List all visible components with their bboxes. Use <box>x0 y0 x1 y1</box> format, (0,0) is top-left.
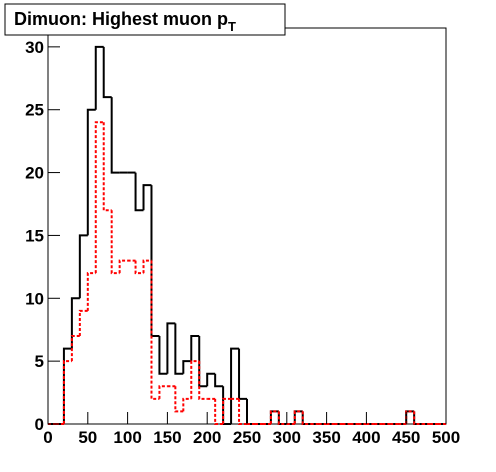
histogram-bin <box>238 348 247 400</box>
title-box <box>4 3 286 36</box>
histogram-bin <box>182 397 192 412</box>
title-subscript: T <box>228 19 236 34</box>
histogram-bin <box>277 411 287 425</box>
histogram-bin <box>222 386 232 425</box>
histogram-bin <box>142 259 152 274</box>
histogram-bin <box>174 386 184 413</box>
histogram-bin <box>70 335 80 362</box>
histogram-bin <box>293 410 303 424</box>
histogram-bin <box>198 361 208 400</box>
y-tick-label: 10 <box>25 289 44 308</box>
histogram-bin <box>62 360 72 424</box>
x-tick-label: 350 <box>312 428 340 447</box>
title-main: Dimuon: Highest muon p <box>14 9 228 29</box>
chart-title: Dimuon: Highest muon pT <box>14 9 236 34</box>
y-tick-label: 20 <box>25 164 44 183</box>
histogram-bin <box>413 411 423 425</box>
x-tick-label: 0 <box>43 428 52 447</box>
histogram-bin <box>214 398 224 425</box>
histogram-bin <box>102 122 112 212</box>
histogram-bin <box>222 397 232 424</box>
histogram-bin <box>230 347 240 424</box>
y-tick-label: 30 <box>25 38 44 57</box>
histogram-bin <box>150 260 160 400</box>
histogram-bin <box>174 323 184 375</box>
histogram-bin <box>405 410 415 424</box>
histogram-lines <box>48 45 446 425</box>
histogram-bin <box>70 297 80 349</box>
histogram-bin <box>405 410 415 424</box>
histogram-bin <box>182 360 192 374</box>
x-tick-label: 100 <box>113 428 141 447</box>
histogram-bin <box>269 410 279 424</box>
histogram-bin <box>277 411 287 425</box>
x-tick-label: 300 <box>273 428 301 447</box>
y-tick-label: 15 <box>25 226 44 245</box>
histogram-bin <box>78 309 88 336</box>
histogram-bin <box>190 335 200 362</box>
histogram-bin <box>86 272 96 311</box>
histogram-bin <box>158 336 168 375</box>
histogram-bin <box>166 322 176 374</box>
histogram-bin <box>246 398 255 425</box>
x-tick-label: 250 <box>233 428 261 447</box>
histogram-bin <box>269 410 279 424</box>
y-tick-label: 25 <box>25 101 44 120</box>
histogram-bin <box>238 398 247 425</box>
y-tick-label: 5 <box>35 352 44 371</box>
plot-frame <box>47 27 447 425</box>
histogram-bin <box>190 360 200 399</box>
histogram-bin <box>301 411 311 425</box>
histogram-bin <box>206 372 216 387</box>
histogram-bin <box>110 97 120 174</box>
histogram-bin <box>102 46 112 99</box>
histogram-bin <box>62 347 72 424</box>
histogram-bin <box>413 411 423 425</box>
x-tick-label: 50 <box>78 428 97 447</box>
x-tick-label: 400 <box>352 428 380 447</box>
histogram-bin <box>301 411 311 425</box>
histogram-bin <box>78 234 88 299</box>
x-tick-label: 200 <box>193 428 221 447</box>
x-tick-label: 450 <box>392 428 420 447</box>
histogram-bin <box>158 385 168 399</box>
histogram-bin <box>142 184 152 211</box>
histogram-bin <box>150 185 160 337</box>
histogram-bin <box>118 259 128 274</box>
histogram-bin <box>198 336 208 388</box>
histogram-bin <box>94 45 104 110</box>
histogram-bin <box>94 121 104 274</box>
histogram-bin <box>134 260 144 275</box>
histogram-bin <box>110 210 120 275</box>
histogram-bin <box>134 172 144 212</box>
x-tick-label: 500 <box>432 428 460 447</box>
y-tick-label: 0 <box>35 415 44 434</box>
histogram-bin <box>293 410 303 424</box>
histogram-bin <box>86 108 96 236</box>
histogram-bin <box>214 373 224 388</box>
x-tick-label: 150 <box>153 428 181 447</box>
